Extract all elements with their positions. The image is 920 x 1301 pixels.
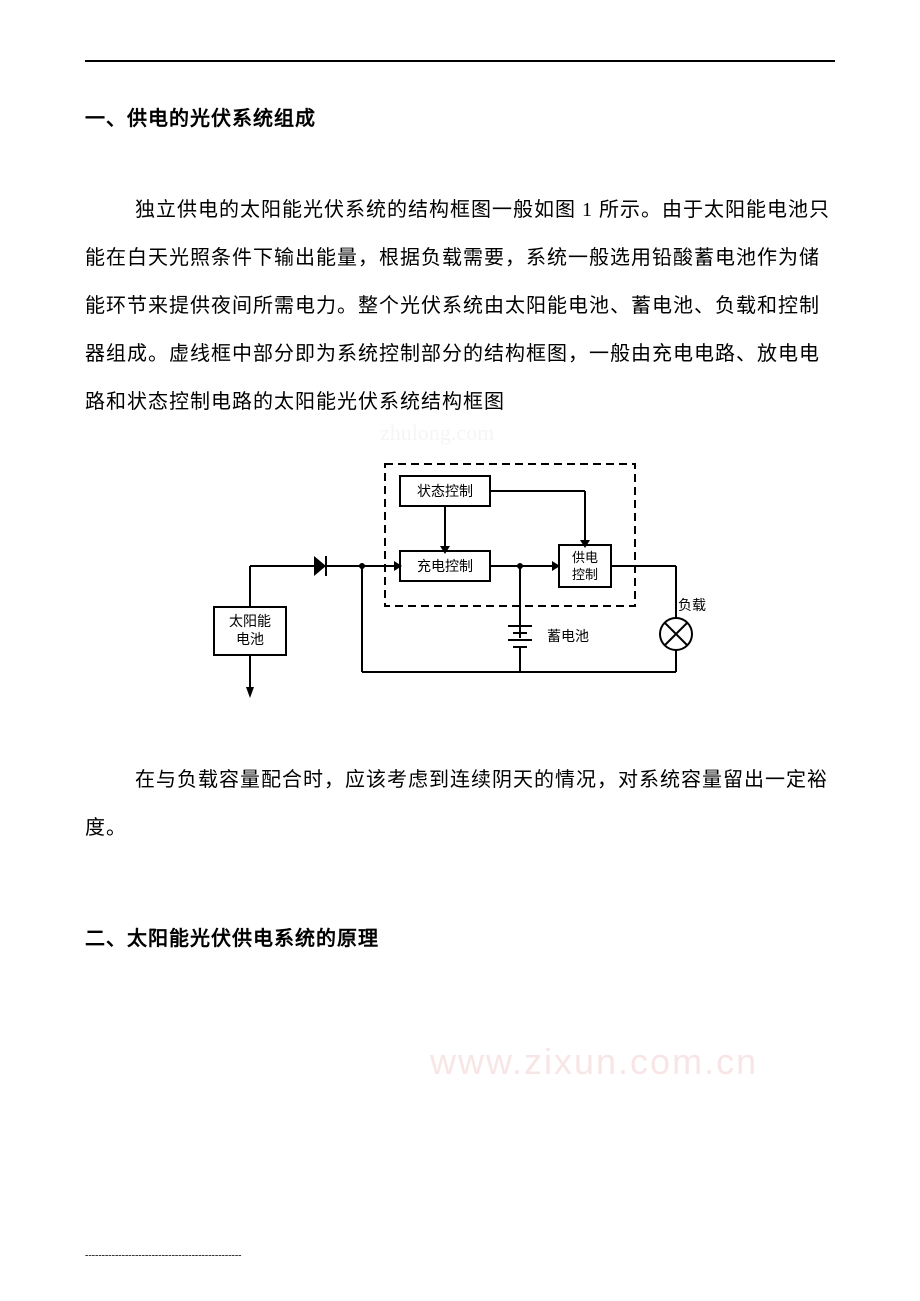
charge-control-label: 充电控制 [417,559,473,575]
diagram-container: www.zixun.com.cn 状态控制 充电控制 供电 控制 太阳能 电池 [85,446,835,726]
section2-title: 二、太阳能光伏供电系统的原理 [85,922,835,951]
load-label: 负载 [678,598,706,614]
supply-control-label1: 供电 [572,550,598,565]
section1-paragraph1: 独立供电的太阳能光伏系统的结构框图一般如图 1 所示。由于太阳能电池只能在白天光… [85,186,835,426]
pv-system-diagram: www.zixun.com.cn 状态控制 充电控制 供电 控制 太阳能 电池 [190,446,730,726]
solar-cell-label1: 太阳能 [229,614,271,630]
section1-title: 一、供电的光伏系统组成 [85,102,835,131]
spacing-block [85,872,835,922]
diode-triangle [314,556,326,576]
footer-dashes: ----------------------------------------… [85,1250,242,1261]
battery-label: 蓄电池 [547,629,589,645]
solar-ground-arrow [246,687,254,698]
supply-control-label2: 控制 [572,567,598,582]
solar-cell-label2: 电池 [236,632,264,648]
diagram-svg: 状态控制 充电控制 供电 控制 太阳能 电池 [190,446,730,726]
watermark-red: www.zixun.com.cn [430,1041,758,1083]
top-divider-line [85,60,835,62]
status-control-label: 状态控制 [417,484,473,500]
section1-paragraph2: 在与负载容量配合时，应该考虑到连续阴天的情况，对系统容量留出一定裕度。 [85,756,835,852]
